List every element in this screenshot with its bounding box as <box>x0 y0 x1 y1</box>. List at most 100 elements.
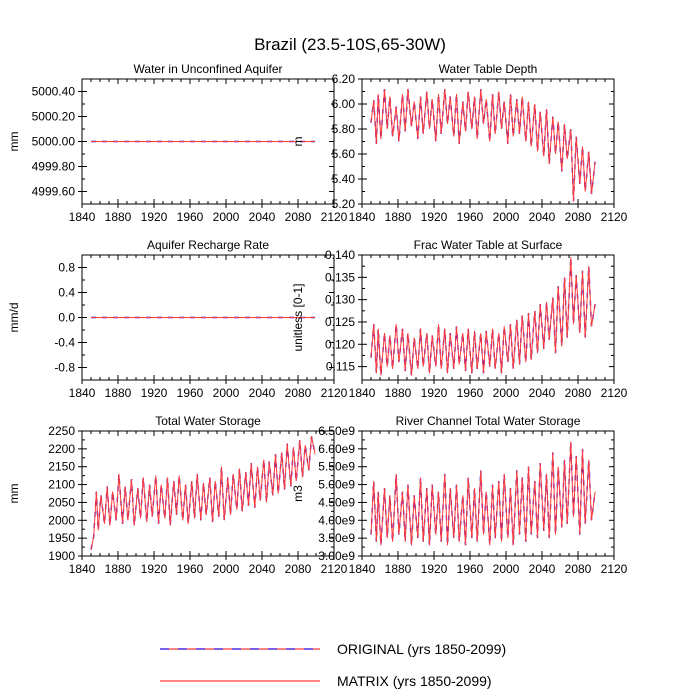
y-tick-label: 0.8 <box>58 261 75 275</box>
x-tick-label: 1840 <box>349 386 376 400</box>
x-tick-label: 2040 <box>529 562 556 576</box>
legend: ORIGINAL (yrs 1850-2099) MATRIX (yrs 185… <box>160 641 506 689</box>
y-tick-label: 5.60 <box>332 147 356 161</box>
figure-title: Brazil (23.5-10S,65-30W) <box>254 35 446 54</box>
series-matrix <box>90 436 316 550</box>
x-tick-label: 2040 <box>529 210 556 224</box>
x-tick-label: 2080 <box>565 562 592 576</box>
panel-title: Water in Unconfined Aquifer <box>134 62 283 76</box>
series-matrix <box>370 257 596 376</box>
series-matrix <box>370 88 596 202</box>
x-tick-label: 2080 <box>565 210 592 224</box>
y-tick-label: 5.50e9 <box>318 460 355 474</box>
y-tick-label: 1950 <box>48 531 75 545</box>
x-tick-label: 1840 <box>349 210 376 224</box>
x-tick-label: 1960 <box>457 562 484 576</box>
y-tick-label: 2250 <box>48 424 75 438</box>
x-tick-label: 2120 <box>321 210 348 224</box>
x-tick-label: 1840 <box>349 562 376 576</box>
y-tick-label: 2000 <box>48 513 75 527</box>
x-tick-label: 1840 <box>69 562 96 576</box>
x-tick-label: 1960 <box>177 386 204 400</box>
panel-frac-water-table-at-surface: Frac Water Table at Surface unitless [0-1… <box>291 238 628 400</box>
x-tick-label: 1920 <box>421 562 448 576</box>
y-axis-label: mm <box>7 132 21 152</box>
panel-aquifer-recharge-rate: Aquifer Recharge Rate mm/d 1840 1880 1920 196… <box>7 238 348 400</box>
x-tick-label: 1840 <box>69 386 96 400</box>
x-tick-label: 2120 <box>321 386 348 400</box>
y-tick-label: -0.8 <box>54 361 75 375</box>
y-tick-label: 0.115 <box>326 360 355 374</box>
y-tick-label: 2100 <box>48 478 75 492</box>
panel-title: Total Water Storage <box>155 414 261 428</box>
y-tick-label: 0.140 <box>325 248 355 262</box>
x-tick-label: 1880 <box>105 386 132 400</box>
x-tick-label: 1920 <box>141 386 168 400</box>
x-tick-label: 1920 <box>141 562 168 576</box>
x-tick-label: 2080 <box>285 562 312 576</box>
x-tick-label: 2000 <box>493 386 520 400</box>
y-tick-label: 5.00e9 <box>318 478 355 492</box>
y-tick-label: 5.40 <box>332 172 356 186</box>
y-tick-label: 2150 <box>48 460 75 474</box>
x-tick-label: 2000 <box>213 210 240 224</box>
y-tick-label: 0.120 <box>325 337 355 351</box>
x-tick-label: 1920 <box>141 210 168 224</box>
series-matrix <box>370 441 596 546</box>
panel-title: Frac Water Table at Surface <box>414 238 563 252</box>
y-tick-label: 5.80 <box>332 122 356 136</box>
y-axis-label: mm/d <box>7 303 21 333</box>
panel-water-table-depth: Water Table Depth m 1840 1880 1920 1960 2000 20… <box>291 62 628 224</box>
y-tick-label: 6.00e9 <box>318 442 355 456</box>
x-tick-label: 1880 <box>385 386 412 400</box>
x-tick-label: 2000 <box>213 386 240 400</box>
x-tick-label: 2120 <box>601 562 628 576</box>
panel-title: River Channel Total Water Storage <box>396 414 581 428</box>
panel-title: Water Table Depth <box>439 62 538 76</box>
y-tick-label: -0.4 <box>54 336 75 350</box>
y-tick-label: 5000.20 <box>32 110 76 124</box>
x-tick-label: 2000 <box>493 562 520 576</box>
x-tick-label: 2120 <box>601 386 628 400</box>
x-tick-label: 2040 <box>529 386 556 400</box>
plot-frame <box>361 254 615 381</box>
y-tick-label: 6.00 <box>332 97 356 111</box>
y-tick-label: 2050 <box>48 495 75 509</box>
panel-water-in-unconfined-aquifer: Water in Unconfined Aquifer mm 1840 1880 192… <box>7 62 348 224</box>
panel-total-water-storage: Total Water Storage mm 1840 1880 1920 1960 200… <box>7 414 348 576</box>
y-tick-label: 4999.80 <box>32 160 76 174</box>
y-tick-label: 4.50e9 <box>318 495 355 509</box>
y-tick-label: 0.130 <box>325 293 355 307</box>
x-tick-label: 2000 <box>493 210 520 224</box>
x-tick-label: 2120 <box>601 210 628 224</box>
y-tick-label: 0.4 <box>58 286 75 300</box>
y-tick-label: 1900 <box>48 549 75 563</box>
y-tick-label: 3.00e9 <box>318 549 355 563</box>
x-tick-label: 2120 <box>321 562 348 576</box>
y-axis-label: unitless [0-1] <box>291 283 305 351</box>
y-axis-label: m3 <box>291 485 305 502</box>
y-tick-label: 3.50e9 <box>318 531 355 545</box>
x-tick-label: 1880 <box>385 562 412 576</box>
x-tick-label: 1920 <box>421 386 448 400</box>
panel-title: Aquifer Recharge Rate <box>147 238 269 252</box>
x-tick-label: 1960 <box>177 210 204 224</box>
x-tick-label: 2080 <box>285 210 312 224</box>
y-axis-label: m <box>291 137 305 147</box>
x-tick-label: 2040 <box>249 210 276 224</box>
x-tick-label: 1960 <box>457 210 484 224</box>
y-tick-label: 0.135 <box>325 270 355 284</box>
y-tick-label: 5.20 <box>332 197 356 211</box>
y-tick-label: 2200 <box>48 442 75 456</box>
x-tick-label: 2080 <box>565 386 592 400</box>
x-tick-label: 2080 <box>285 386 312 400</box>
x-tick-label: 1880 <box>105 562 132 576</box>
y-tick-label: 0.125 <box>325 315 355 329</box>
x-tick-label: 1960 <box>457 386 484 400</box>
x-tick-label: 1960 <box>177 562 204 576</box>
y-tick-label: 5000.00 <box>32 135 76 149</box>
x-tick-label: 1840 <box>69 210 96 224</box>
panel-river-channel-total-water-storage: River Channel Total Water Storage m3 1840 1… <box>291 414 628 576</box>
x-tick-label: 2040 <box>249 562 276 576</box>
x-tick-label: 1880 <box>385 210 412 224</box>
